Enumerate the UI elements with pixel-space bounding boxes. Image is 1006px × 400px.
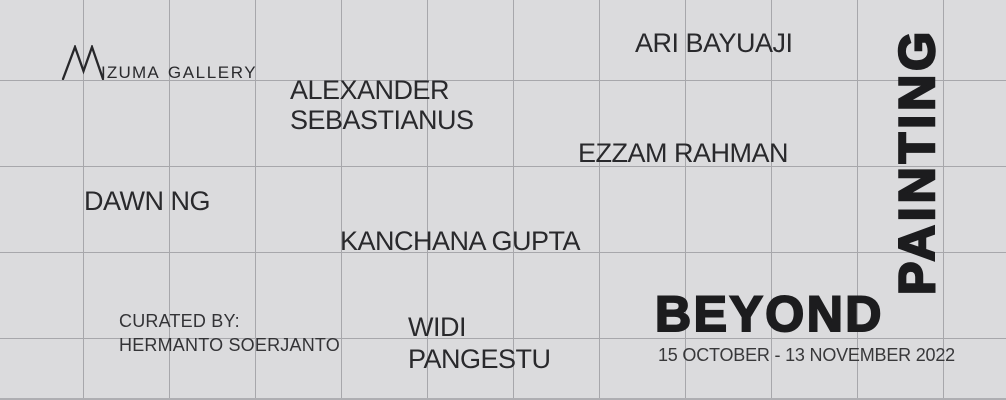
title-painting-vertical: PAINTING: [888, 27, 947, 297]
exhibition-dates: 15 OCTOBER - 13 NOVEMBER 2022: [658, 345, 955, 365]
artist-name-kanchana-gupta: KANCHANA GUPTA: [340, 226, 581, 257]
artist-name-line: DAWN NG: [84, 186, 211, 216]
artist-name-line: EZZAM RAHMAN: [578, 138, 789, 168]
logo-text-gallery: GALLERY: [167, 63, 258, 82]
artist-name-widi-pangestu: WIDI PANGESTU: [408, 311, 551, 375]
title-beyond: BEYOND: [654, 286, 884, 342]
artist-name-line: ARI BAYUAJI: [635, 28, 793, 58]
artist-name-dawn-ng: DAWN NG: [84, 186, 211, 217]
artist-name-ari-bayuaji: ARI BAYUAJI: [635, 28, 793, 59]
artist-name-line: KANCHANA GUPTA: [340, 226, 581, 256]
curator-name: HERMANTO SOERJANTO: [119, 334, 340, 355]
bottom-edge-line: [0, 398, 1006, 400]
artist-name-line: ALEXANDER: [290, 75, 450, 105]
artist-name-line: WIDI: [408, 312, 466, 342]
artist-name-line: SEBASTIANUS: [290, 105, 474, 135]
logo-text-izuma: IZUMA: [101, 63, 160, 82]
mizuma-gallery-logo: IZUMA GALLERY: [61, 45, 258, 82]
artist-name-ezzam-rahman: EZZAM RAHMAN: [578, 138, 789, 169]
curator-label: CURATED BY:: [119, 311, 240, 331]
artist-name-alexander-sebastianus: ALEXANDER SEBASTIANUS: [290, 75, 474, 135]
artist-name-line: PANGESTU: [408, 344, 551, 374]
curator-credit: CURATED BY: HERMANTO SOERJANTO: [119, 310, 340, 357]
mizuma-m-icon: [61, 45, 105, 80]
